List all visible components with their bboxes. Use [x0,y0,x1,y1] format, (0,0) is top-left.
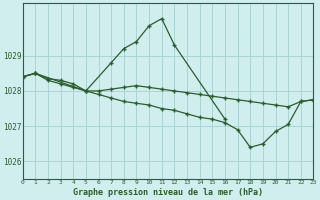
X-axis label: Graphe pression niveau de la mer (hPa): Graphe pression niveau de la mer (hPa) [73,188,263,197]
